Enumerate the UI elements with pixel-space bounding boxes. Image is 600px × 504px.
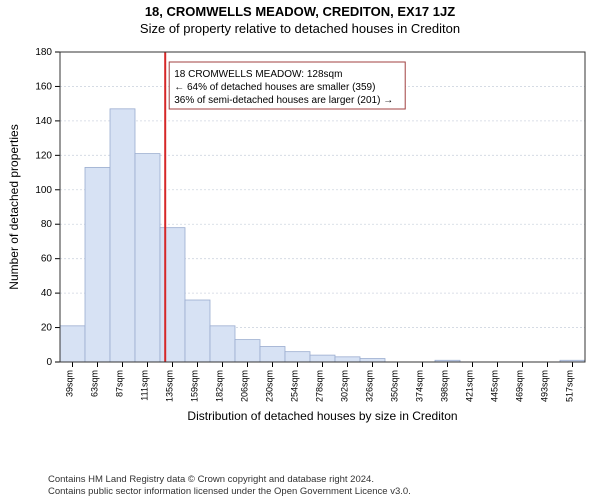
histogram-bar bbox=[160, 228, 185, 362]
page-subtitle: Size of property relative to detached ho… bbox=[0, 21, 600, 36]
y-tick-label: 20 bbox=[41, 323, 53, 334]
x-tick-label: 135sqm bbox=[165, 370, 175, 402]
x-tick-label: 278sqm bbox=[315, 370, 325, 402]
y-tick-label: 120 bbox=[35, 150, 52, 161]
x-tick-label: 445sqm bbox=[490, 370, 500, 402]
x-tick-label: 206sqm bbox=[240, 370, 250, 402]
x-tick-label: 302sqm bbox=[340, 370, 350, 402]
histogram-bar bbox=[185, 300, 210, 362]
x-tick-label: 493sqm bbox=[540, 370, 550, 402]
histogram-bar bbox=[335, 357, 360, 362]
histogram-bar bbox=[135, 154, 160, 362]
y-tick-label: 80 bbox=[41, 219, 53, 230]
y-tick-label: 160 bbox=[35, 81, 52, 92]
x-tick-label: 469sqm bbox=[515, 370, 525, 402]
histogram-bar bbox=[85, 167, 110, 362]
footer-line-2: Contains public sector information licen… bbox=[48, 486, 411, 498]
x-tick-label: 230sqm bbox=[265, 370, 275, 402]
histogram-bar bbox=[360, 359, 385, 362]
histogram-chart: 0 20 40 60 80 100 120 140 160 180 39sqm 63sqm 87sqm 1… bbox=[0, 42, 600, 432]
annotation-line: 36% of semi-detached houses are larger (… bbox=[174, 95, 393, 106]
histogram-bar bbox=[310, 355, 335, 362]
x-tick-label: 39sqm bbox=[65, 370, 75, 397]
histogram-bar bbox=[260, 347, 285, 363]
annotation-line: ← 64% of detached houses are smaller (35… bbox=[174, 82, 375, 93]
y-tick-label: 60 bbox=[41, 254, 53, 265]
x-tick-label: 421sqm bbox=[465, 370, 475, 402]
x-tick-label: 350sqm bbox=[390, 370, 400, 402]
x-tick-label: 87sqm bbox=[115, 370, 125, 397]
x-tick-label: 326sqm bbox=[365, 370, 375, 402]
histogram-bar bbox=[60, 326, 85, 362]
x-tick-label: 254sqm bbox=[290, 370, 300, 402]
y-axis-title: Number of detached properties bbox=[7, 124, 21, 289]
x-tick-label: 182sqm bbox=[215, 370, 225, 402]
x-axis-title: Distribution of detached houses by size … bbox=[187, 409, 457, 423]
y-tick-label: 100 bbox=[35, 185, 52, 196]
x-tick-label: 111sqm bbox=[140, 370, 150, 401]
annotation-line: 18 CROMWELLS MEADOW: 128sqm bbox=[174, 69, 342, 80]
y-tick-label: 140 bbox=[35, 116, 52, 127]
x-tick-label: 159sqm bbox=[190, 370, 200, 402]
attribution-footer: Contains HM Land Registry data © Crown c… bbox=[48, 474, 411, 498]
histogram-bar bbox=[110, 109, 135, 362]
histogram-bar bbox=[235, 340, 260, 362]
y-tick-label: 180 bbox=[35, 47, 52, 58]
y-tick-label: 40 bbox=[41, 288, 53, 299]
page-title: 18, CROMWELLS MEADOW, CREDITON, EX17 1JZ bbox=[0, 4, 600, 19]
histogram-bar bbox=[210, 326, 235, 362]
footer-line-1: Contains HM Land Registry data © Crown c… bbox=[48, 474, 411, 486]
x-tick-label: 63sqm bbox=[90, 370, 100, 397]
x-tick-label: 398sqm bbox=[440, 370, 450, 402]
y-tick-label: 0 bbox=[46, 357, 52, 368]
histogram-bar bbox=[285, 352, 310, 362]
x-tick-label: 374sqm bbox=[415, 370, 425, 402]
x-tick-label: 517sqm bbox=[565, 370, 575, 402]
